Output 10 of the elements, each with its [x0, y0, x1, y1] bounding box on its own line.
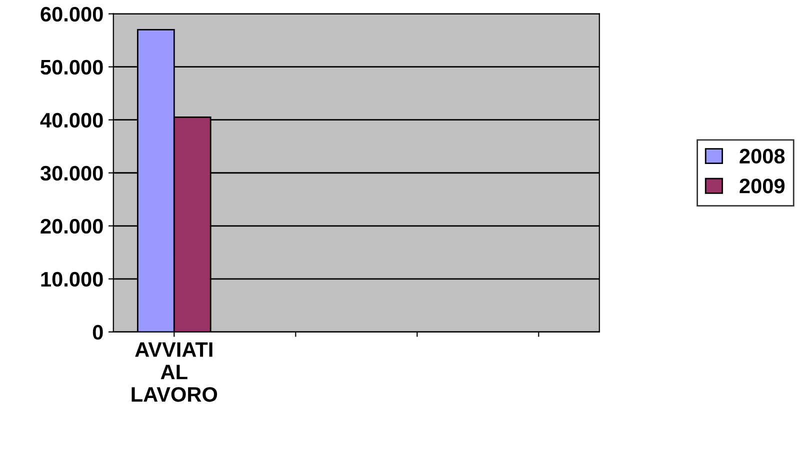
y-tick-label: 10.000: [41, 272, 103, 287]
legend-label: 2008: [740, 148, 785, 164]
y-tick-label: 30.000: [40, 166, 103, 181]
y-tick-label: 0: [92, 324, 103, 340]
y-tick-label: 40.000: [40, 112, 103, 128]
y-tick-label: 20.000: [40, 218, 103, 234]
legend-label: 2009: [740, 178, 785, 194]
y-tick-label: 60.000: [40, 6, 103, 22]
x-tick-label: AVVIATI AL LAVORO: [132, 342, 218, 402]
y-tick-label: 50.000: [40, 60, 103, 75]
